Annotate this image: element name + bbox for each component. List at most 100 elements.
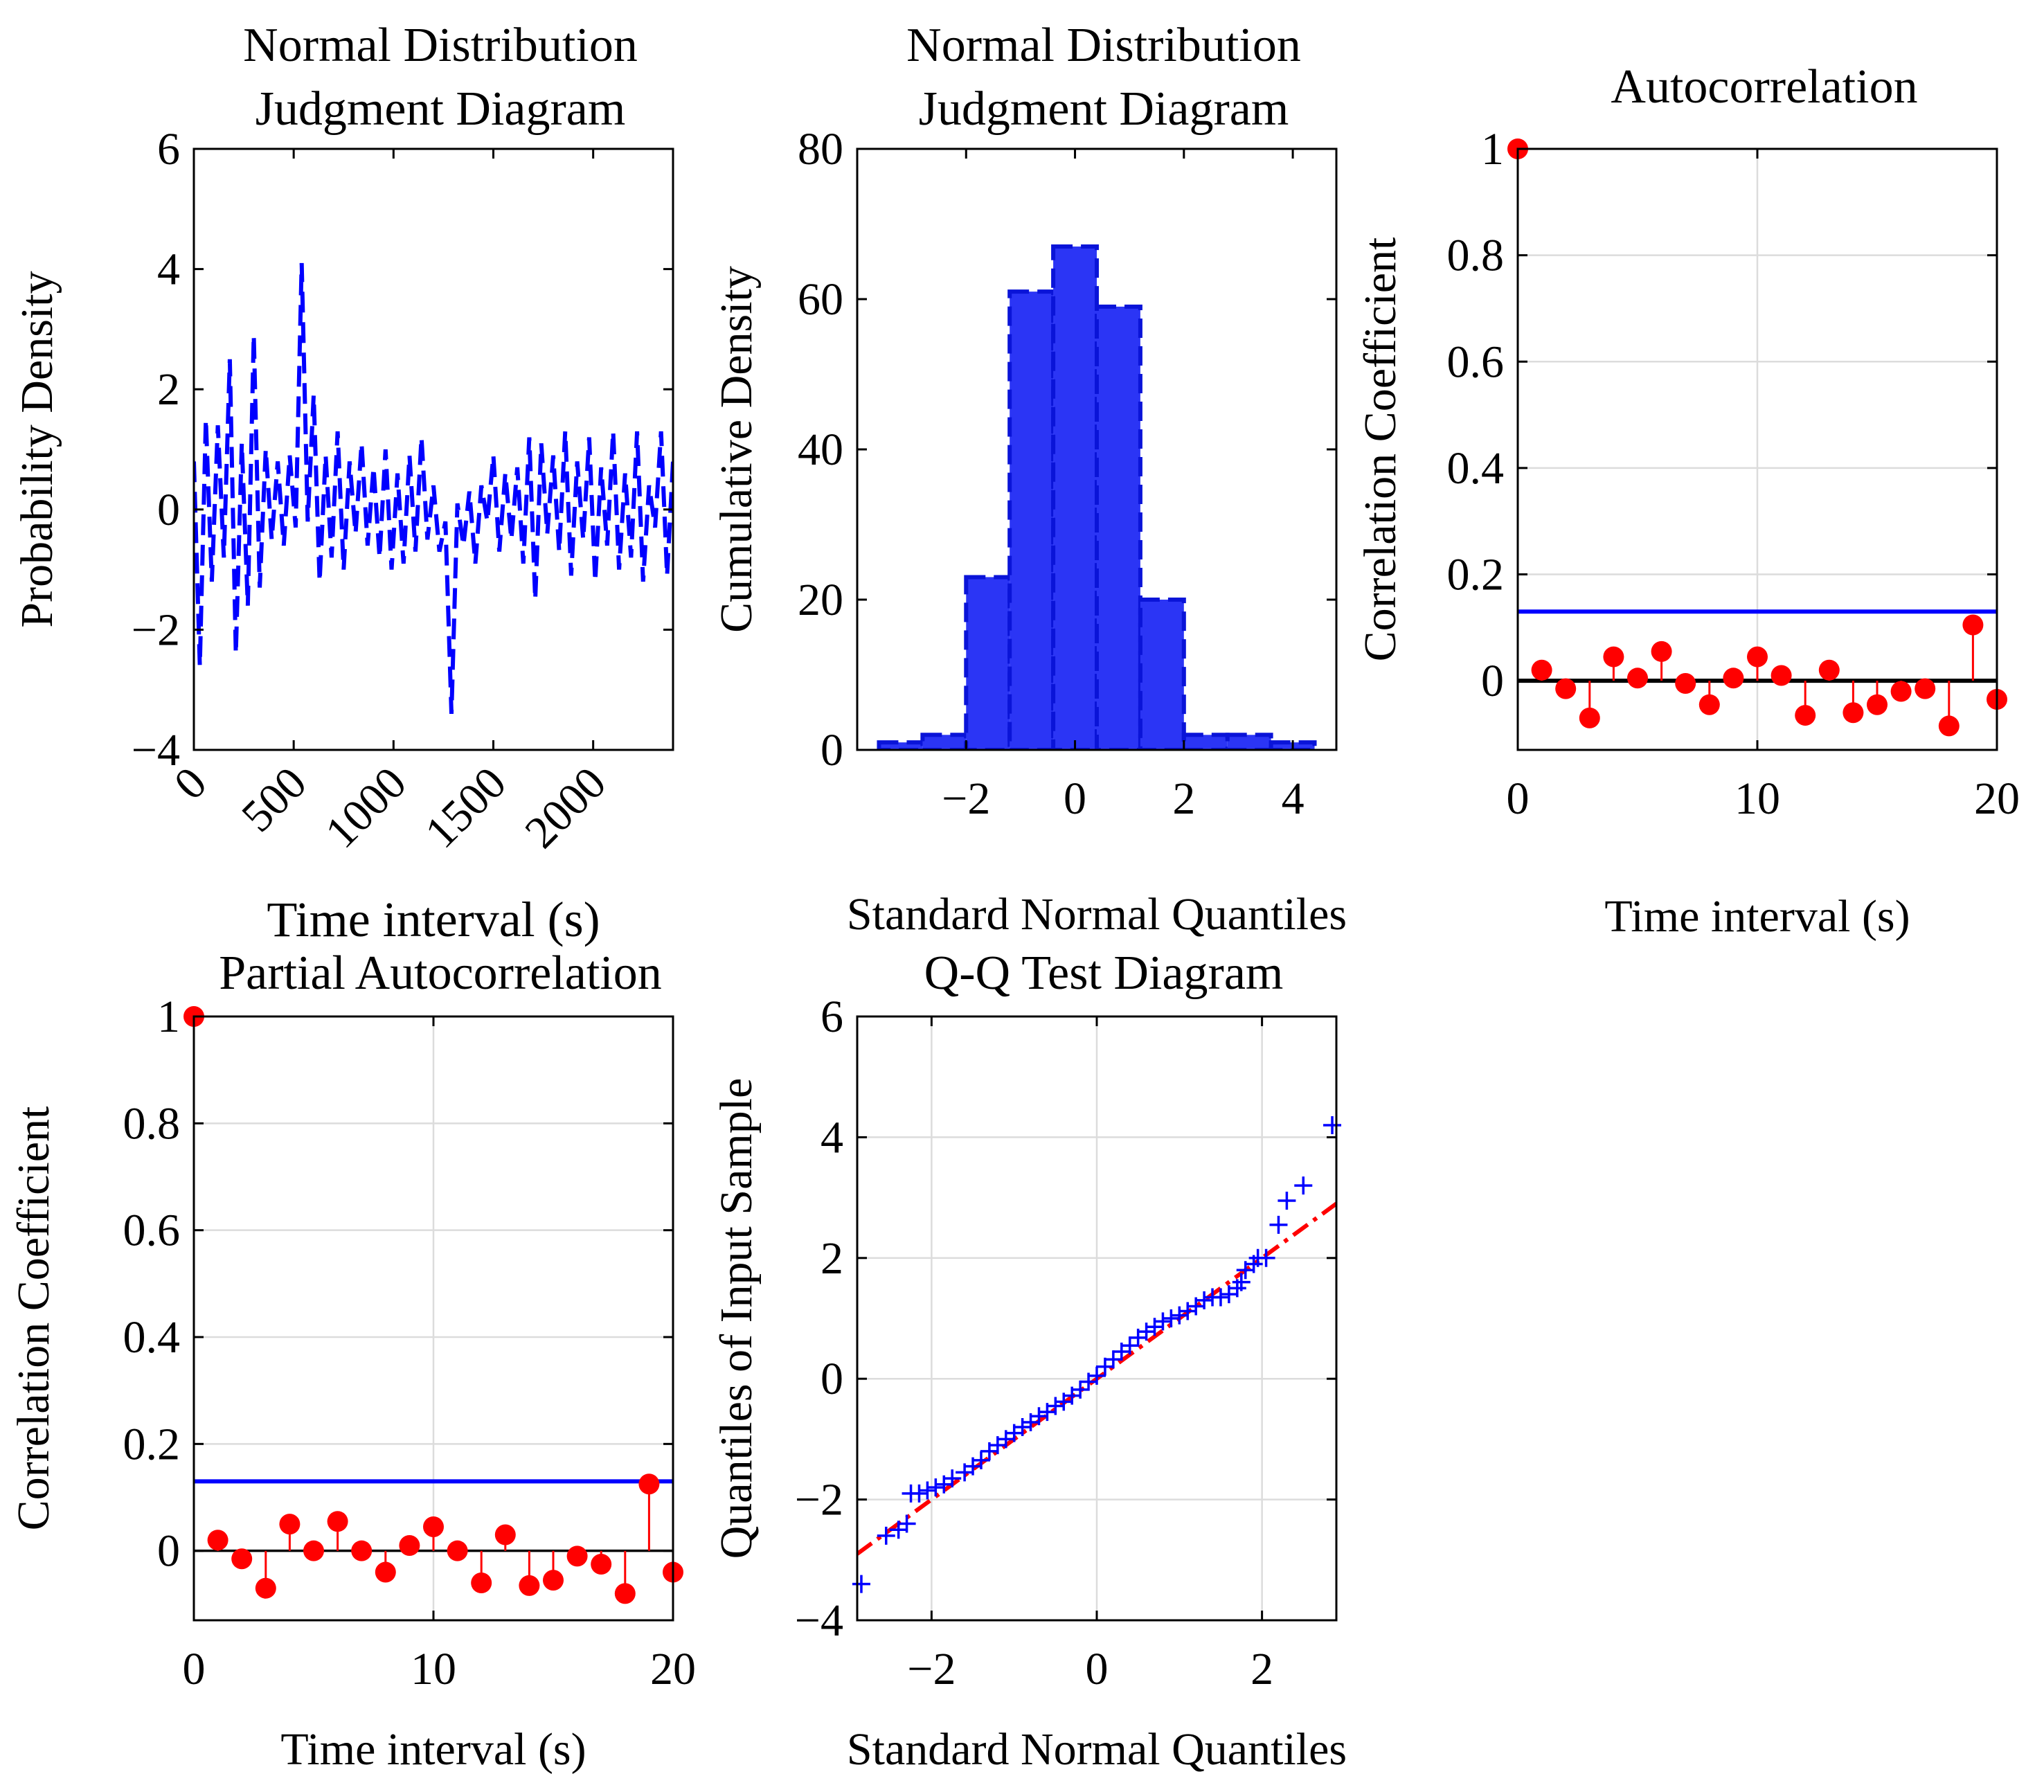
- y-tick-label: −4: [795, 1595, 843, 1646]
- data-point: [403, 563, 404, 564]
- x-axis-label: Standard Normal Quantiles: [847, 889, 1347, 940]
- y-tick-label: 0.8: [123, 1098, 181, 1149]
- stem-marker: [543, 1570, 564, 1591]
- y-tick-label: 0.4: [123, 1312, 181, 1363]
- x-tick-label: 0: [1064, 773, 1086, 824]
- data-point: [253, 335, 254, 336]
- data-point: [553, 455, 554, 456]
- x-tick-label: 4: [1282, 773, 1305, 824]
- qq-point: [971, 1451, 990, 1469]
- stem-marker: [1675, 672, 1696, 694]
- data-point: [283, 545, 284, 546]
- x-tick-label: 1000: [316, 758, 416, 858]
- y-tick-label: 2: [157, 364, 180, 415]
- series-line-residual: [194, 262, 673, 714]
- data-point: [349, 461, 350, 462]
- chart-title: Judgment Diagram: [256, 82, 626, 136]
- data-point: [421, 437, 422, 438]
- y-tick-label: 2: [821, 1233, 843, 1284]
- data-point: [301, 262, 302, 263]
- stem-marker: [1651, 640, 1672, 662]
- stem-marker: [1938, 715, 1960, 737]
- y-tick-label: 1: [157, 992, 180, 1042]
- data-point: [247, 605, 248, 606]
- x-tick-label: 20: [650, 1644, 696, 1694]
- qq-point: [897, 1514, 916, 1533]
- histogram-bar: [1095, 304, 1142, 750]
- stem-marker: [614, 1583, 636, 1604]
- x-axis-label: Time interval (s): [267, 892, 600, 947]
- stem-marker: [1962, 614, 1984, 636]
- qq-point: [1104, 1350, 1122, 1369]
- stem-marker: [1890, 681, 1912, 702]
- x-tick-label: 2: [1250, 1644, 1273, 1694]
- axes-box: [192, 147, 674, 751]
- data-point: [463, 545, 464, 546]
- histogram-bar: [920, 733, 969, 750]
- qq-point: [1071, 1380, 1090, 1399]
- y-axis-label: Quantiles of Input Sample: [711, 1078, 762, 1559]
- y-tick-label: 0: [157, 485, 180, 535]
- data-point: [199, 665, 200, 666]
- qq-point: [1170, 1306, 1189, 1325]
- qq-point: [1030, 1407, 1048, 1426]
- stem-marker: [1579, 707, 1600, 728]
- stem-marker: [375, 1561, 396, 1583]
- qq-point: [926, 1478, 945, 1497]
- histogram-bar: [1007, 289, 1056, 750]
- x-tick-label: 0: [183, 1644, 206, 1694]
- chart-title: Partial Autocorrelation: [219, 947, 662, 1000]
- stem-marker: [1818, 659, 1840, 681]
- data-point: [217, 425, 218, 426]
- stem-marker: [255, 1577, 276, 1599]
- data-point: [439, 551, 440, 552]
- data-point: [547, 533, 548, 534]
- data-point: [655, 527, 656, 528]
- stem-marker: [399, 1534, 420, 1556]
- histogram-bar: [877, 740, 925, 750]
- data-point: [343, 569, 344, 570]
- y-tick-label: 0.2: [123, 1419, 181, 1469]
- stem-marker: [591, 1553, 612, 1575]
- data-point: [379, 557, 380, 558]
- chart-title: Normal Distribution: [906, 19, 1301, 72]
- y-axis-label: Correlation Coefficient: [8, 1106, 59, 1531]
- qq-point: [1046, 1397, 1065, 1415]
- qq-point: [1294, 1176, 1313, 1195]
- stem-marker: [494, 1524, 516, 1545]
- x-tick-label: 2: [1172, 773, 1195, 824]
- x-tick-label: −2: [942, 773, 990, 824]
- qq-point: [1257, 1248, 1275, 1267]
- y-tick-label: 0.6: [123, 1206, 181, 1256]
- data-point: [325, 455, 326, 456]
- stem-marker: [471, 1572, 492, 1593]
- data-point: [391, 569, 392, 570]
- histogram-bar: [1225, 733, 1273, 750]
- qq-point: [1278, 1191, 1296, 1210]
- stem-marker: [351, 1540, 373, 1561]
- stem-marker: [1603, 646, 1624, 667]
- stem-marker: [1795, 705, 1816, 726]
- y-tick-label: −2: [132, 604, 180, 655]
- y-tick-label: 60: [798, 274, 843, 325]
- qq-point: [1120, 1336, 1139, 1355]
- stem-marker: [1747, 646, 1768, 667]
- y-axis-label: Probability Density: [12, 271, 62, 627]
- y-tick-label: 1: [1481, 124, 1504, 174]
- data-point: [355, 533, 356, 534]
- stem-marker: [1770, 665, 1792, 686]
- data-point: [211, 581, 212, 582]
- x-tick-label: 1500: [415, 758, 516, 858]
- data-point: [493, 455, 494, 456]
- stem-marker: [1867, 694, 1888, 715]
- stem-marker: [279, 1514, 301, 1535]
- data-point: [619, 569, 620, 570]
- x-tick-label: 2000: [515, 758, 616, 858]
- y-tick-label: 80: [798, 124, 843, 174]
- qq-point: [1211, 1288, 1230, 1307]
- x-tick-label: −2: [907, 1644, 956, 1694]
- panel-qq: −2 0 2 −4 −2 0 2 4 6 Q-Q Test Diagram Standard Nor…: [711, 947, 1347, 1775]
- y-tick-label: 40: [798, 424, 843, 475]
- qq-point: [943, 1469, 962, 1488]
